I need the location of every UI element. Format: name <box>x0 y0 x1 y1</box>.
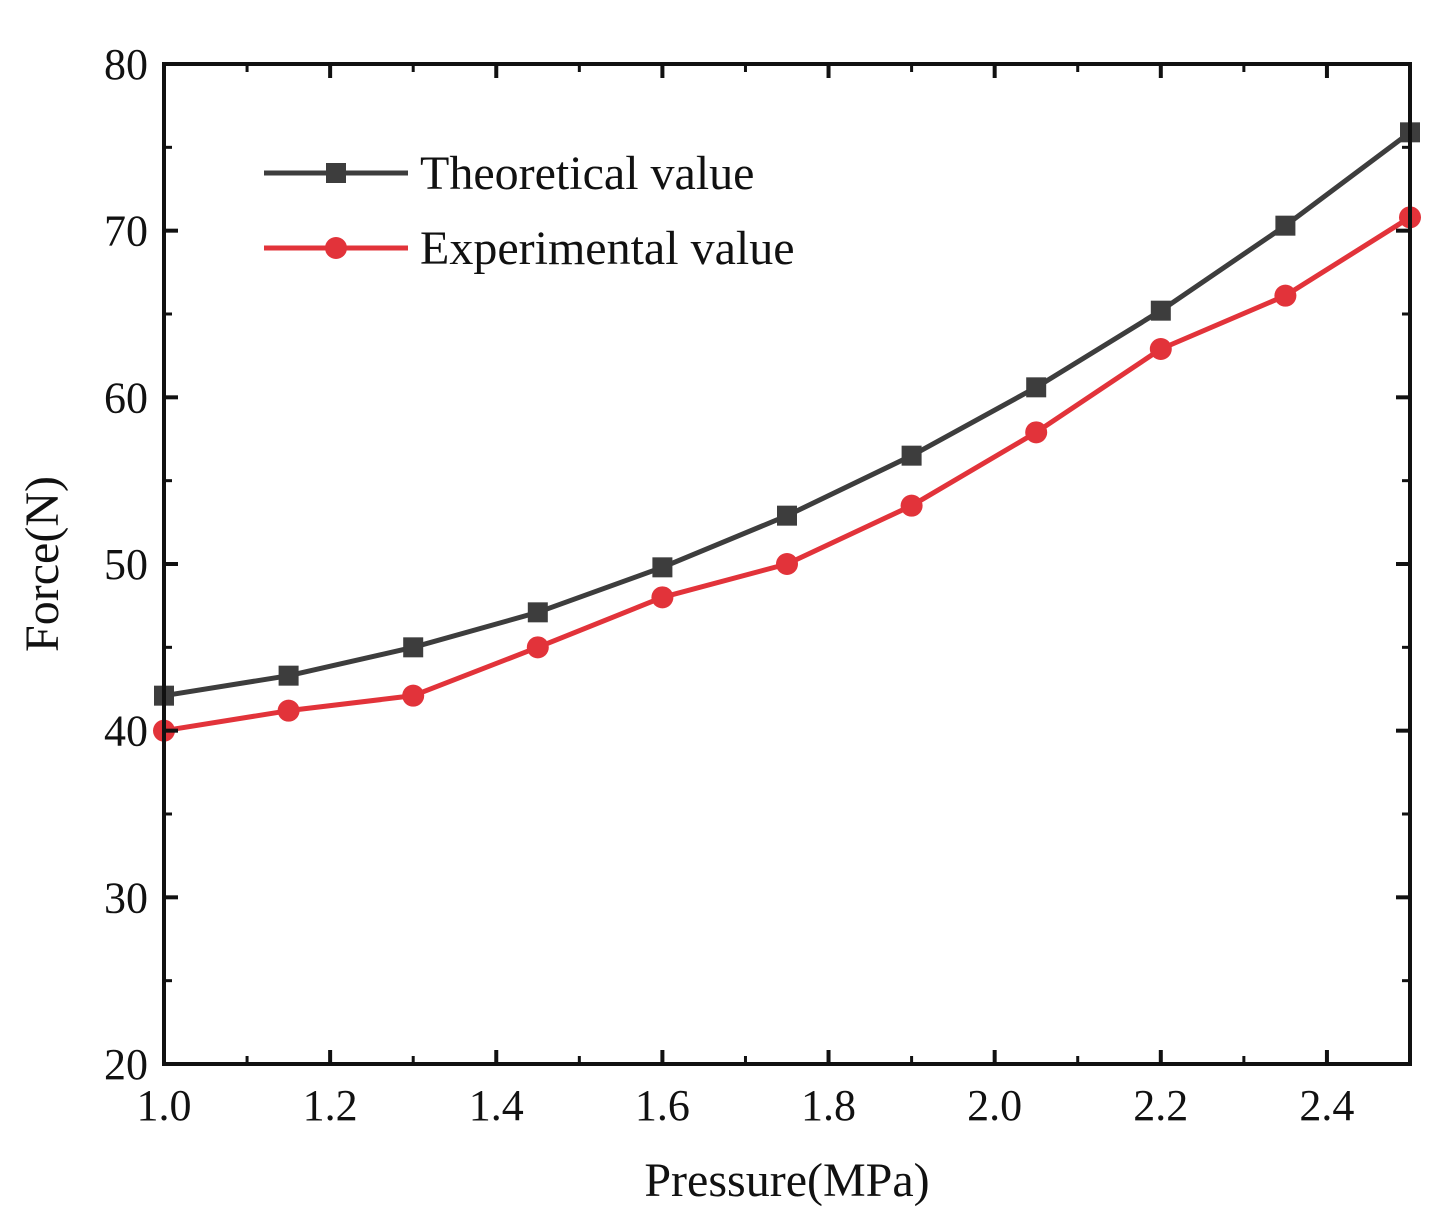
data-point-experimental <box>1025 421 1048 444</box>
data-point-experimental <box>651 586 674 609</box>
data-point-theoretical <box>1150 300 1171 321</box>
data-point-experimental <box>1274 284 1297 307</box>
y-tick-label: 80 <box>104 40 148 89</box>
data-point-theoretical <box>278 665 299 686</box>
x-tick-label: 2.4 <box>1299 1081 1354 1130</box>
y-axis-title: Force(N) <box>16 476 69 652</box>
y-tick-label: 70 <box>104 207 148 256</box>
plot-area <box>153 122 1421 742</box>
x-tick-label: 1.6 <box>635 1081 690 1130</box>
data-point-experimental <box>1149 338 1172 360</box>
series-line-0 <box>163 130 1412 699</box>
y-tick-label: 30 <box>104 873 148 922</box>
legend-label: Theoretical value <box>420 147 754 200</box>
y-tick-label: 60 <box>104 373 148 422</box>
data-point-theoretical <box>1275 215 1296 236</box>
x-tick-label: 1.4 <box>469 1081 524 1130</box>
y-tick-label: 50 <box>104 540 148 589</box>
x-tick-label: 1.0 <box>137 1081 192 1130</box>
x-tick-label: 1.8 <box>801 1081 856 1130</box>
data-point-experimental <box>277 699 300 722</box>
axes: 1.0 1.2 1.4 1.6 1.8 2.0 2.2 2.4 20 30 40 50 60 70 80 <box>104 40 1412 1130</box>
legend: Theoretical value Experimental value <box>264 147 795 275</box>
legend-label: Experimental value <box>420 222 795 275</box>
data-point-theoretical <box>1026 377 1047 398</box>
data-point-experimental <box>776 553 798 575</box>
y-tick-label: 20 <box>104 1040 148 1089</box>
series-line-1 <box>163 215 1412 734</box>
legend-marker-square <box>326 163 346 183</box>
x-tick-label: 2.2 <box>1133 1081 1188 1130</box>
data-point-theoretical <box>527 602 548 623</box>
y-tick-label: 40 <box>104 707 148 756</box>
data-point-theoretical <box>777 505 797 526</box>
data-point-theoretical <box>652 557 673 578</box>
x-tick-label: 1.2 <box>303 1081 358 1130</box>
data-point-experimental <box>900 494 923 517</box>
data-point-experimental <box>402 684 425 707</box>
legend-marker-circle <box>325 237 347 259</box>
x-tick-label: 2.0 <box>967 1081 1022 1130</box>
data-point-theoretical <box>403 637 424 658</box>
x-axis-title: Pressure(MPa) <box>644 1154 929 1207</box>
data-point-experimental <box>526 636 549 659</box>
data-point-theoretical <box>901 445 922 466</box>
